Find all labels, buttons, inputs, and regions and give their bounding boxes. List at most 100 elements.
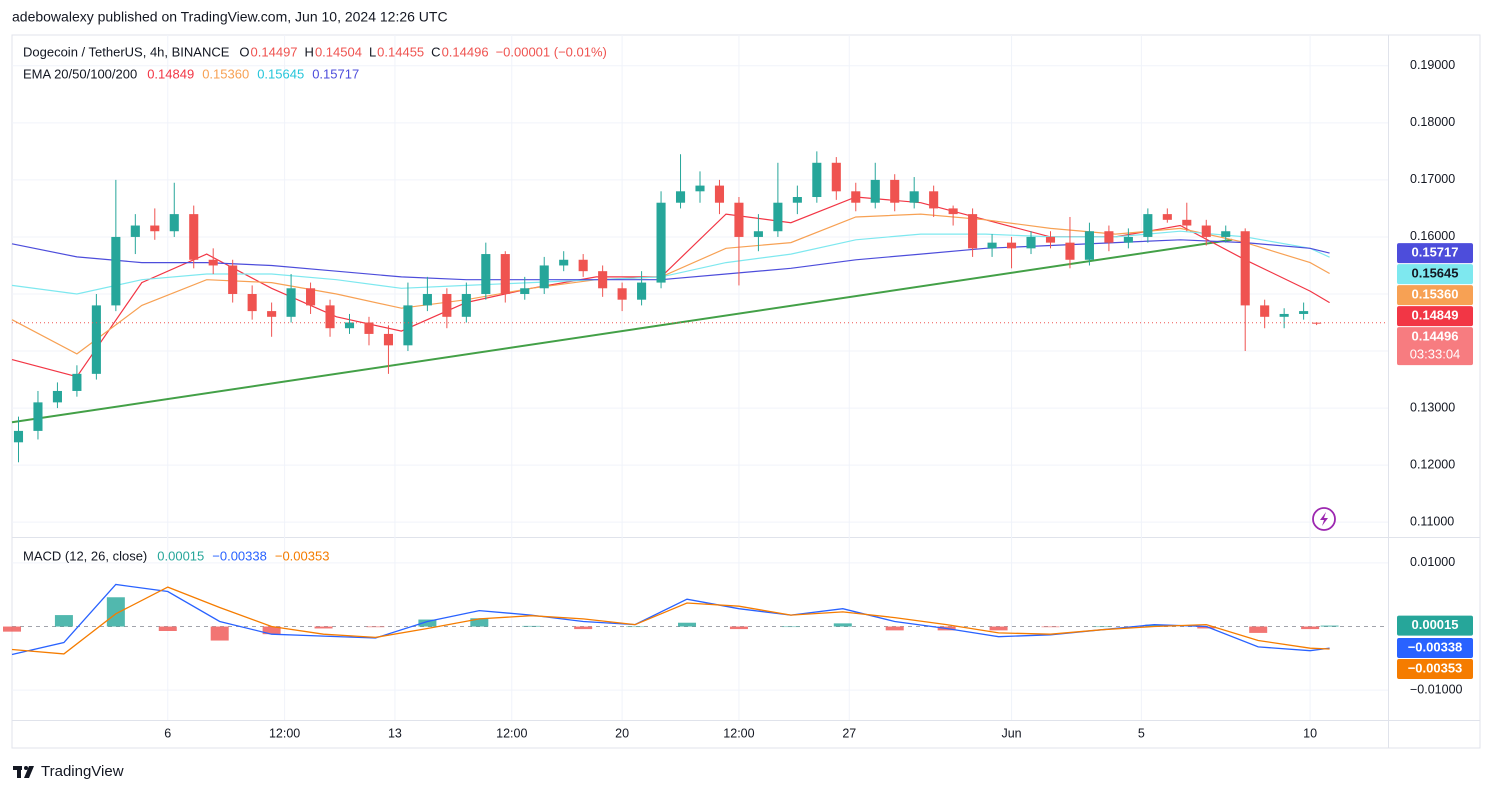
candle-body	[870, 179, 880, 203]
candle-body	[929, 191, 939, 209]
candle-body	[286, 288, 296, 317]
candle-body	[714, 185, 725, 203]
macd-histogram-bar	[54, 615, 73, 627]
candle-body	[617, 288, 627, 300]
candle-body	[987, 242, 997, 249]
y-tick-label: 0.11000	[1410, 514, 1454, 528]
trendline	[11, 238, 1233, 424]
macd-label: −0.00338	[1408, 639, 1463, 654]
candle-body	[578, 259, 588, 272]
candle-body	[753, 231, 763, 237]
ema-value: 0.14849	[147, 66, 194, 81]
price-label-box	[1397, 306, 1473, 327]
candle-body	[890, 179, 900, 203]
candle-body	[383, 333, 393, 346]
candle-body	[325, 305, 335, 329]
candle-body	[1065, 242, 1075, 260]
x-tick-label: 12:00	[723, 726, 754, 740]
y-tick-label: 0.18000	[1410, 115, 1455, 129]
price-label: 0.14849	[1412, 308, 1459, 323]
macd-histogram-bar	[106, 597, 125, 627]
price-label: 0.15645	[1412, 266, 1459, 281]
x-tick-label: 20	[615, 726, 629, 740]
price-label-box	[1397, 285, 1473, 306]
macd-histogram-bar	[1197, 626, 1216, 629]
x-tick-label: 12:00	[269, 726, 300, 740]
price-label: 0.15360	[1412, 287, 1459, 302]
macd-line	[11, 583, 1330, 656]
candle-body	[130, 225, 140, 237]
last-price-box	[1397, 327, 1473, 366]
macd-histogram-bar	[470, 618, 489, 627]
candle-body	[247, 293, 257, 312]
candle-body	[422, 293, 432, 306]
candle-body	[909, 191, 919, 203]
candle-body	[72, 373, 82, 391]
macd-histogram-bar	[262, 626, 281, 635]
macd-histogram-bar	[366, 626, 385, 628]
countdown: 03:33:04	[1410, 347, 1461, 362]
candle-body	[1201, 225, 1211, 237]
signal-line	[11, 586, 1330, 655]
lightning-icon[interactable]	[1312, 507, 1336, 531]
candle-body	[91, 305, 101, 374]
candle-body	[364, 322, 374, 334]
ema-value: 0.15360	[202, 66, 249, 81]
macd-title: MACD (12, 26, close)	[23, 548, 147, 563]
macd-histogram-bar	[522, 625, 541, 627]
candle-body	[1260, 305, 1270, 317]
candle-body	[189, 214, 199, 260]
price-label: 0.15717	[1412, 245, 1459, 260]
candle-body	[559, 259, 569, 266]
chart-frame	[11, 34, 1481, 749]
macd-histogram-bar	[626, 626, 645, 628]
candle-body	[13, 430, 24, 443]
candle-body	[656, 202, 666, 283]
macd-histogram-bar	[1093, 626, 1112, 628]
candle-body	[520, 288, 530, 294]
macd-label-box	[1397, 638, 1473, 659]
candle-body	[481, 254, 491, 294]
candle-body	[442, 293, 452, 317]
icon-bolt[interactable]	[1320, 512, 1328, 526]
ohlc-label: H	[305, 44, 314, 59]
ohlc-value: 0.14455	[377, 44, 424, 59]
plot	[3, 151, 1388, 656]
ema-value: 0.15645	[257, 66, 304, 81]
y-tick-label: 0.13000	[1410, 400, 1455, 414]
candle-body	[1299, 311, 1309, 314]
ohlc-value: 0.14497	[251, 44, 298, 59]
candle-body	[228, 265, 238, 294]
legend-change: −0.00001 (−0.01%)	[496, 44, 607, 59]
y-tick-label: 0.19000	[1410, 58, 1455, 72]
candle-body	[792, 197, 802, 203]
macd-value: −0.00353	[275, 548, 330, 563]
macd-label-box	[1397, 659, 1473, 680]
ohlc-label: C	[431, 44, 440, 59]
macd-value: 0.00015	[157, 548, 204, 563]
ohlc-value: 0.14496	[442, 44, 489, 59]
macd-histogram-bar	[729, 626, 748, 630]
candle-body	[675, 191, 686, 203]
y-tick-label: 0.16000	[1410, 229, 1455, 243]
candle-body	[33, 402, 43, 431]
logo-part	[17, 766, 21, 778]
candle-body	[734, 202, 744, 237]
candle-body	[344, 322, 355, 329]
x-tick-label: 13	[388, 726, 402, 740]
candle-body	[968, 214, 978, 249]
publisher: adebowalexy published on TradingView.com…	[12, 9, 448, 25]
candle-body	[52, 390, 62, 403]
logo-part	[24, 766, 34, 778]
macd-histogram-bar	[1249, 626, 1268, 633]
y-tick-label: 0.12000	[1410, 457, 1455, 471]
macd-label-box	[1397, 615, 1473, 636]
candle-body	[461, 293, 471, 317]
x-tick-label: 27	[842, 726, 856, 740]
x-tick-label: 5	[1138, 726, 1145, 740]
logo-part	[24, 766, 28, 770]
macd-histogram-bar	[781, 626, 800, 628]
candle-body	[1007, 242, 1017, 249]
candle-body	[500, 254, 510, 294]
candle-body	[150, 225, 160, 232]
